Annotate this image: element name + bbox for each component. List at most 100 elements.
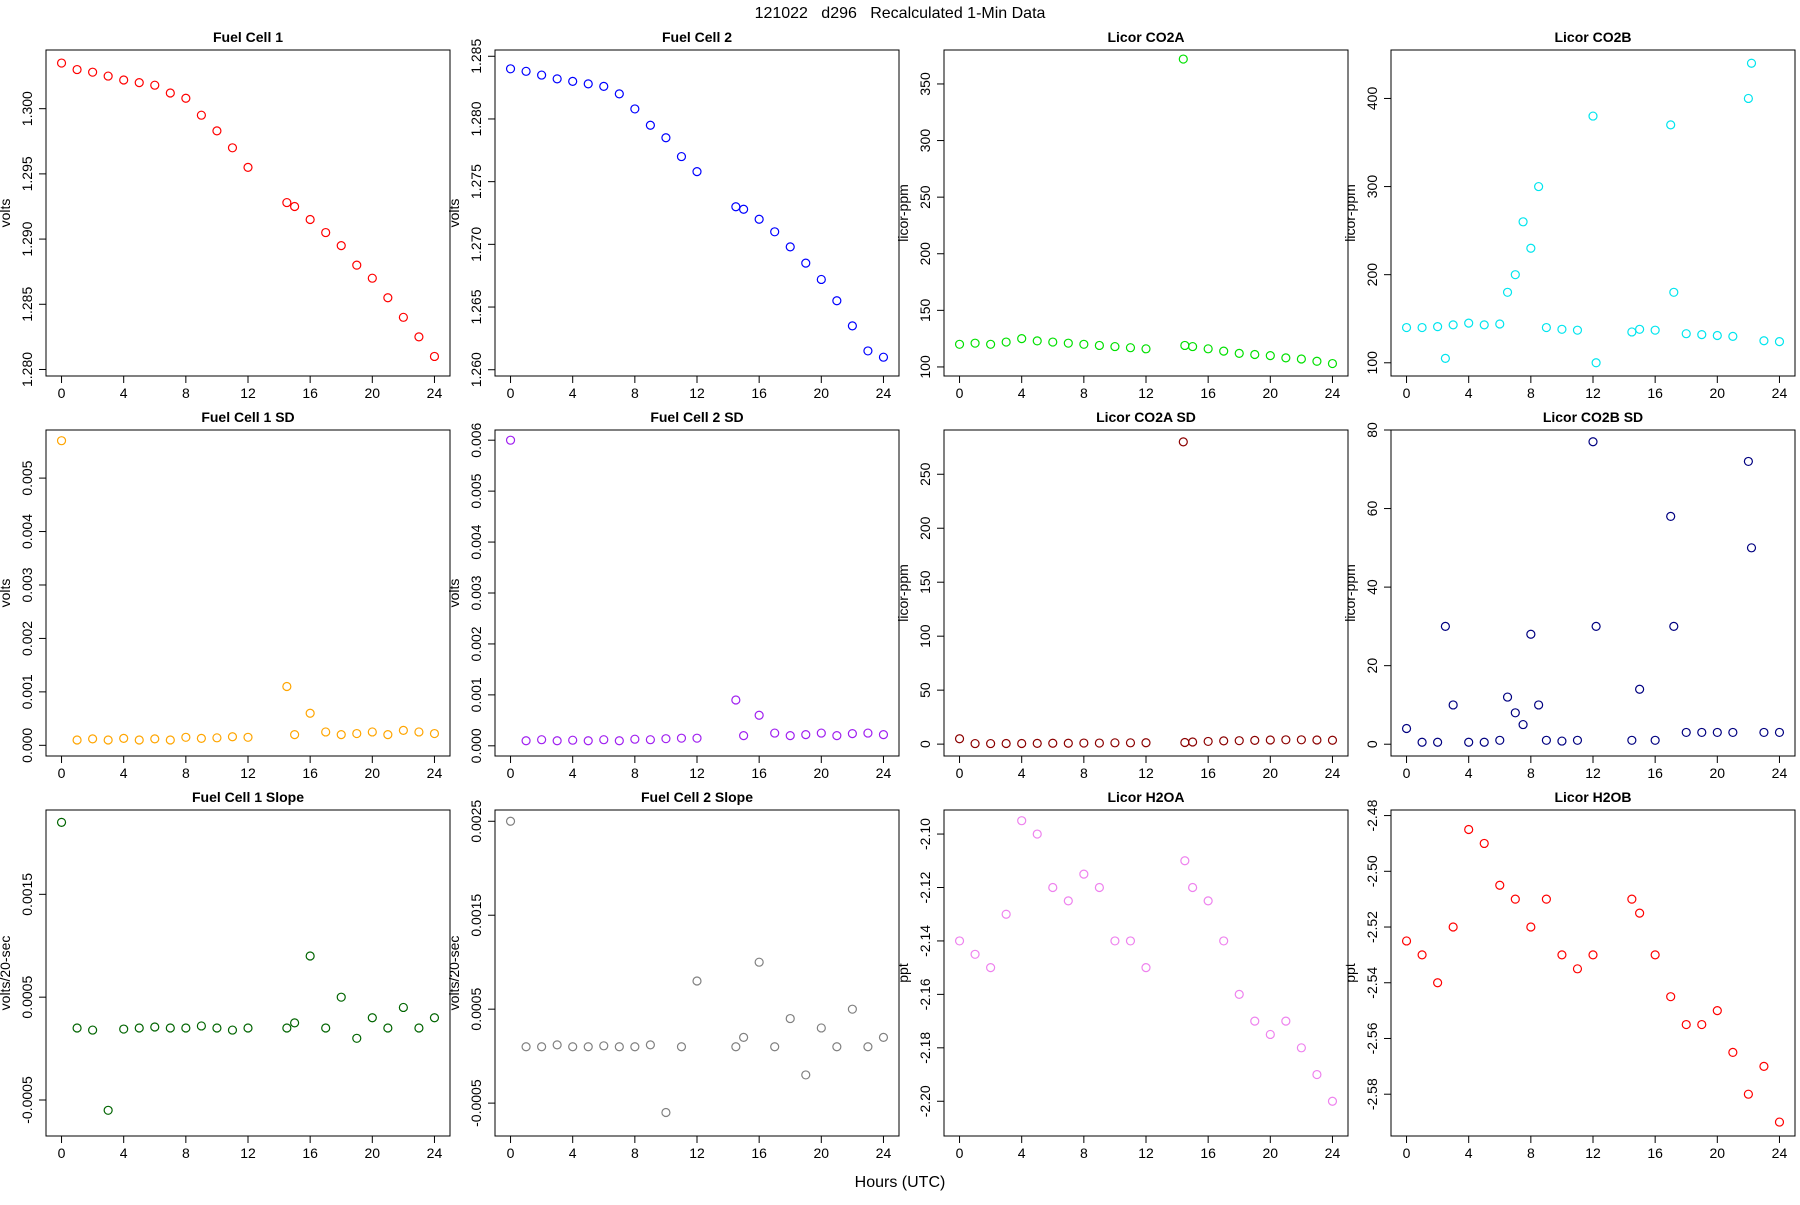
data-point [630, 734, 640, 744]
x-tick-label: 4 [1018, 385, 1026, 401]
data-point [1759, 1061, 1769, 1071]
data-point [429, 351, 440, 362]
panel: Licor CO2B licor-ppm 0 4 8 12 16 20 24 100 200 300 4… [1342, 29, 1796, 401]
data-point [1433, 322, 1443, 332]
data-point [1448, 320, 1458, 330]
data-point [1079, 738, 1089, 748]
data-point [243, 1023, 253, 1033]
y-axis-label: volts [0, 579, 13, 608]
data-point [832, 1042, 842, 1052]
y-tick-label: -2.52 [1364, 911, 1380, 943]
data-point [1479, 737, 1489, 747]
data-point [1774, 337, 1785, 347]
panel-title: Fuel Cell 2 [662, 29, 732, 45]
panel-title: Licor H2OB [1554, 789, 1631, 805]
data-point [134, 1023, 144, 1033]
x-tick-label: 20 [365, 1145, 381, 1161]
x-tick-label: 8 [1080, 385, 1088, 401]
data-point [1401, 936, 1412, 946]
data-point [599, 735, 609, 745]
data-point [1541, 894, 1551, 904]
data-point [1063, 738, 1073, 748]
y-tick-label: -2.58 [1364, 1078, 1380, 1110]
data-point [1502, 692, 1513, 702]
data-point [1141, 344, 1151, 354]
data-point [1079, 339, 1089, 349]
x-tick-label: 4 [120, 765, 128, 781]
data-point [1697, 329, 1707, 340]
plot-frame [45, 809, 451, 1137]
data-point [661, 1107, 671, 1118]
x-tick-label: 20 [1710, 385, 1726, 401]
data-point [1526, 243, 1536, 253]
y-tick-label: 1.275 [468, 164, 484, 199]
y-tick-label: 0.003 [468, 575, 484, 610]
y-tick-label: 0.002 [19, 621, 35, 656]
plot-frame [494, 429, 900, 757]
y-tick-label: 0 [1364, 740, 1380, 748]
data-point [986, 738, 996, 749]
data-point [1541, 322, 1551, 333]
x-tick-label: 20 [365, 765, 381, 781]
x-tick-label: 24 [876, 385, 892, 401]
data-point [878, 352, 889, 362]
data-point [1728, 1047, 1738, 1058]
y-tick-label: 0.001 [19, 674, 35, 709]
y-tick-label: 40 [1364, 579, 1380, 595]
data-point [1312, 735, 1322, 745]
data-point [383, 1023, 393, 1033]
data-point [1234, 989, 1244, 999]
x-tick-label: 16 [751, 1145, 767, 1161]
x-tick-label: 20 [1710, 1145, 1726, 1161]
data-point [1296, 354, 1306, 364]
data-point [196, 1021, 206, 1031]
data-point [1534, 181, 1544, 192]
data-point [505, 435, 516, 445]
data-point [1650, 950, 1660, 960]
data-point [227, 143, 238, 153]
x-tick-label: 16 [1200, 1145, 1216, 1161]
data-point [119, 75, 129, 85]
data-point [414, 332, 424, 342]
data-point [1250, 1016, 1260, 1026]
panel: Fuel Cell 1 volts 0 4 8 12 16 20 24 1.280 1.285 1.2… [0, 29, 451, 401]
data-point [72, 1023, 82, 1033]
data-point [970, 949, 980, 959]
y-tick-label: 0.005 [468, 473, 484, 508]
panel-title: Licor CO2A [1107, 29, 1184, 45]
x-tick-label: 12 [689, 765, 705, 781]
data-point [1502, 287, 1513, 297]
data-point [954, 936, 965, 946]
y-tick-label: 1.280 [468, 101, 484, 136]
data-point [1188, 737, 1198, 747]
x-tick-label: 8 [631, 385, 639, 401]
data-point [1327, 1096, 1338, 1106]
plot-frame [1390, 429, 1796, 757]
data-point [552, 74, 562, 84]
data-point [1712, 1006, 1722, 1016]
data-point [305, 214, 315, 225]
x-tick-label: 20 [814, 385, 830, 401]
data-point [103, 71, 113, 81]
data-point [1666, 511, 1676, 522]
data-point [1627, 894, 1637, 904]
data-point [88, 67, 98, 77]
data-point [1464, 737, 1474, 747]
data-point [1433, 978, 1443, 988]
plot-frame [494, 49, 900, 377]
y-tick-label: 400 [1364, 87, 1380, 111]
x-tick-label: 8 [631, 1145, 639, 1161]
data-point [1448, 922, 1458, 932]
data-point [1669, 621, 1679, 631]
data-point [1203, 344, 1213, 354]
data-point [847, 728, 857, 739]
y-tick-label: 100 [917, 624, 933, 648]
data-point [1048, 738, 1058, 748]
data-point [1650, 735, 1660, 745]
data-point [1188, 882, 1198, 893]
data-point [1265, 351, 1275, 361]
x-tick-label: 12 [240, 385, 256, 401]
data-point [414, 1023, 424, 1033]
data-point [785, 731, 795, 741]
